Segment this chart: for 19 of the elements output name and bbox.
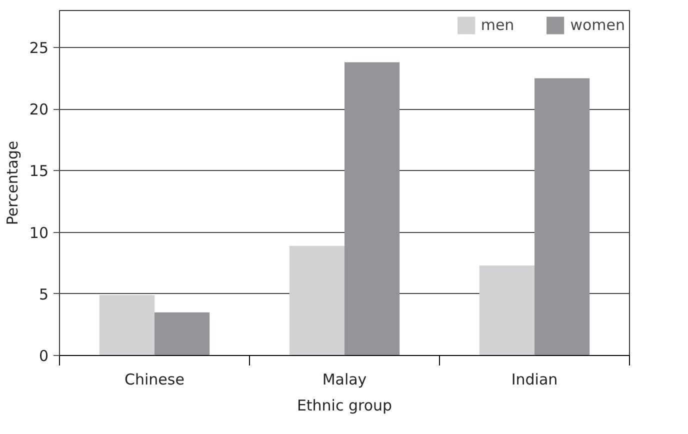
x-tick-label: Malay <box>322 370 367 388</box>
bar <box>289 246 344 356</box>
bar <box>534 78 590 356</box>
x-tick-label: Chinese <box>124 370 184 388</box>
x-axis-title: Ethnic group <box>296 396 392 414</box>
y-tick-label: 25 <box>29 38 49 57</box>
x-tick-label: Indian <box>511 370 558 388</box>
bar <box>154 312 210 356</box>
y-axis-title: Percentage <box>3 140 22 226</box>
bar <box>479 266 534 356</box>
y-tick-label: 5 <box>38 285 49 304</box>
y-tick-label: 20 <box>29 100 49 119</box>
y-tick-label: 0 <box>38 347 49 365</box>
y-tick-label: 15 <box>29 162 49 180</box>
y-tick-label: 10 <box>29 224 49 242</box>
bar <box>99 295 154 356</box>
legend-label: women <box>570 16 625 34</box>
legend-label: men <box>480 16 514 34</box>
bar <box>344 62 400 356</box>
